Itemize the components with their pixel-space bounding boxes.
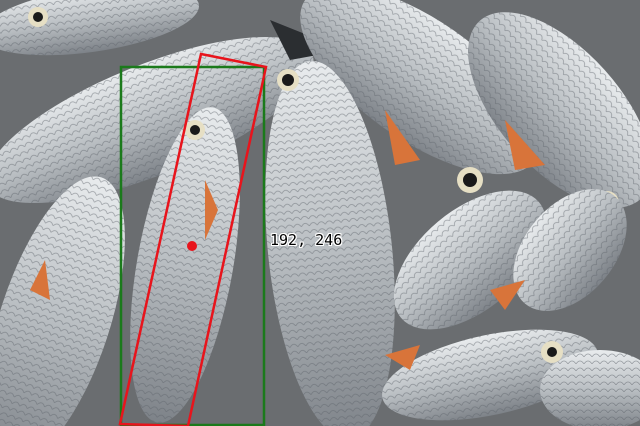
fish-top-left [0, 0, 200, 56]
fish-left-lower [0, 176, 125, 426]
green-bounding-box [119, 65, 266, 426]
fish-annotated [130, 107, 240, 423]
fish-center-vertical [265, 60, 395, 426]
red-point-marker [187, 241, 197, 251]
fish-bottom-right [382, 329, 640, 426]
fish-top-center [300, 0, 540, 193]
fish-right-middle [393, 189, 627, 330]
point-coordinate-label: 192, 246 [270, 231, 343, 249]
red-rotated-bounding-box [118, 52, 268, 426]
